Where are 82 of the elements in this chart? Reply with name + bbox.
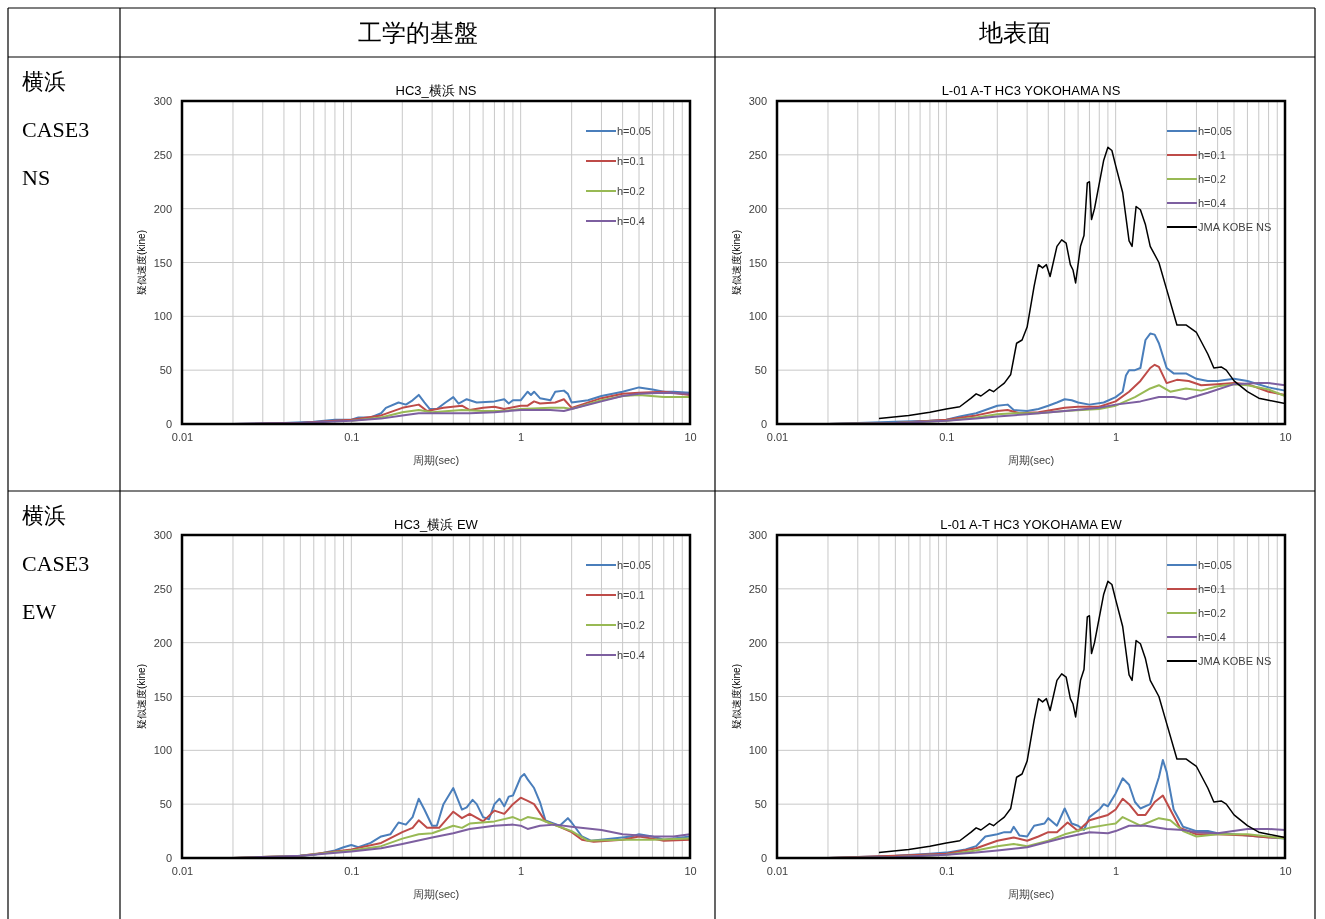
- x-tick-label: 0.01: [766, 864, 789, 877]
- x-tick-label: 1: [518, 864, 525, 877]
- x-tick-label: 0.1: [344, 430, 360, 443]
- legend-label: h=0.2: [1198, 173, 1226, 185]
- y-tick-label: 300: [153, 95, 172, 108]
- text: 横浜: [22, 69, 66, 94]
- legend-label: h=0.1: [1198, 149, 1226, 161]
- x-axis-title: 周期(sec): [1007, 454, 1055, 466]
- x-axis-title: 周期(sec): [1007, 888, 1055, 900]
- legend-label: h=0.05: [617, 125, 651, 137]
- x-tick-label: 0.01: [171, 864, 194, 877]
- y-tick-label: 150: [748, 256, 767, 269]
- y-tick-label: 300: [153, 529, 172, 542]
- y-tick-label: 300: [748, 529, 767, 542]
- chart-title: L-01 A-T HC3 YOKOHAMA EW: [940, 517, 1123, 532]
- x-tick-label: 0.01: [766, 430, 789, 443]
- x-tick-label: 0.1: [939, 430, 955, 443]
- legend-label: h=0.1: [617, 589, 645, 601]
- y-tick-label: 50: [159, 798, 172, 811]
- legend-label: h=0.4: [617, 215, 645, 227]
- text: 横浜: [22, 503, 66, 528]
- legend-label: h=0.1: [1198, 583, 1226, 595]
- y-tick-label: 100: [153, 744, 172, 757]
- x-tick-label: 10: [684, 430, 697, 443]
- y-tick-label: 50: [754, 364, 767, 377]
- y-tick-label: 150: [153, 690, 172, 703]
- chart-title: L-01 A-T HC3 YOKOHAMA NS: [941, 83, 1121, 98]
- x-tick-label: 0.1: [939, 864, 955, 877]
- legend-label: h=0.2: [617, 185, 645, 197]
- x-tick-label: 1: [1113, 430, 1120, 443]
- y-axis-title: 疑似速度(kine): [731, 663, 742, 730]
- legend-label: h=0.2: [1198, 607, 1226, 619]
- x-tick-label: 0.1: [344, 864, 360, 877]
- legend-label: JMA KOBE NS: [1198, 655, 1272, 667]
- y-tick-label: 300: [748, 95, 767, 108]
- y-axis-title: 疑似速度(kine): [731, 229, 742, 296]
- y-tick-label: 250: [748, 582, 767, 595]
- legend-label: h=0.4: [1198, 197, 1226, 209]
- y-tick-label: 50: [754, 798, 767, 811]
- y-tick-label: 0: [760, 418, 767, 431]
- legend-label: JMA KOBE NS: [1198, 221, 1272, 233]
- text: 工学的基盤: [357, 20, 478, 46]
- text: EW: [22, 599, 57, 624]
- legend-label: h=0.05: [617, 559, 651, 571]
- x-tick-label: 10: [684, 864, 697, 877]
- y-axis-title: 疑似速度(kine): [136, 663, 147, 730]
- y-tick-label: 0: [165, 852, 172, 865]
- y-tick-label: 200: [153, 636, 172, 649]
- y-tick-label: 50: [159, 364, 172, 377]
- legend-label: h=0.05: [1198, 125, 1232, 137]
- legend-label: h=0.05: [1198, 559, 1232, 571]
- text: CASE3: [22, 117, 90, 142]
- x-tick-label: 10: [1279, 430, 1292, 443]
- legend-label: h=0.4: [617, 649, 645, 661]
- x-tick-label: 1: [1113, 864, 1120, 877]
- y-tick-label: 200: [748, 202, 767, 215]
- legend-label: h=0.2: [617, 619, 645, 631]
- text: 地表面: [978, 20, 1051, 46]
- chart-title: HC3_横浜 NS: [395, 83, 477, 98]
- y-tick-label: 0: [760, 852, 767, 865]
- chart-title: HC3_横浜 EW: [394, 517, 479, 532]
- y-tick-label: 100: [153, 310, 172, 323]
- y-axis-title: 疑似速度(kine): [136, 229, 147, 296]
- x-axis-title: 周期(sec): [412, 888, 460, 900]
- y-tick-label: 200: [748, 636, 767, 649]
- legend-label: h=0.4: [1198, 631, 1226, 643]
- y-tick-label: 100: [748, 744, 767, 757]
- x-tick-label: 1: [518, 430, 525, 443]
- y-tick-label: 100: [748, 310, 767, 323]
- x-axis-title: 周期(sec): [412, 454, 460, 466]
- y-tick-label: 250: [153, 148, 172, 161]
- legend-label: h=0.1: [617, 155, 645, 167]
- x-tick-label: 0.01: [171, 430, 194, 443]
- y-tick-label: 200: [153, 202, 172, 215]
- y-tick-label: 150: [153, 256, 172, 269]
- y-tick-label: 250: [748, 148, 767, 161]
- x-tick-label: 10: [1279, 864, 1292, 877]
- text: NS: [22, 165, 51, 190]
- y-tick-label: 150: [748, 690, 767, 703]
- y-tick-label: 250: [153, 582, 172, 595]
- y-tick-label: 0: [165, 418, 172, 431]
- text: CASE3: [22, 551, 90, 576]
